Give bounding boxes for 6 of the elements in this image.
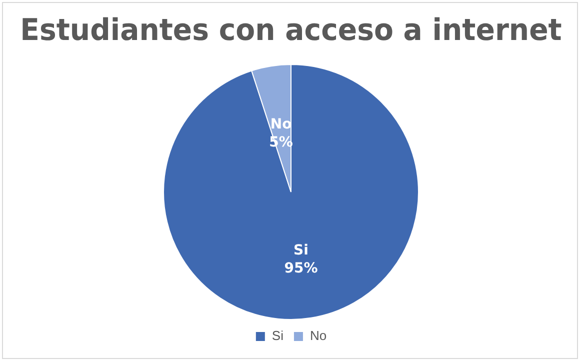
legend-label: No [310, 328, 327, 344]
slice-label: Si [294, 242, 308, 259]
legend-label: Si [272, 328, 284, 344]
slice-label: No [270, 116, 292, 133]
chart-title: Estudiantes con acceso a internet [20, 12, 562, 47]
data-label: 95% [284, 260, 318, 277]
